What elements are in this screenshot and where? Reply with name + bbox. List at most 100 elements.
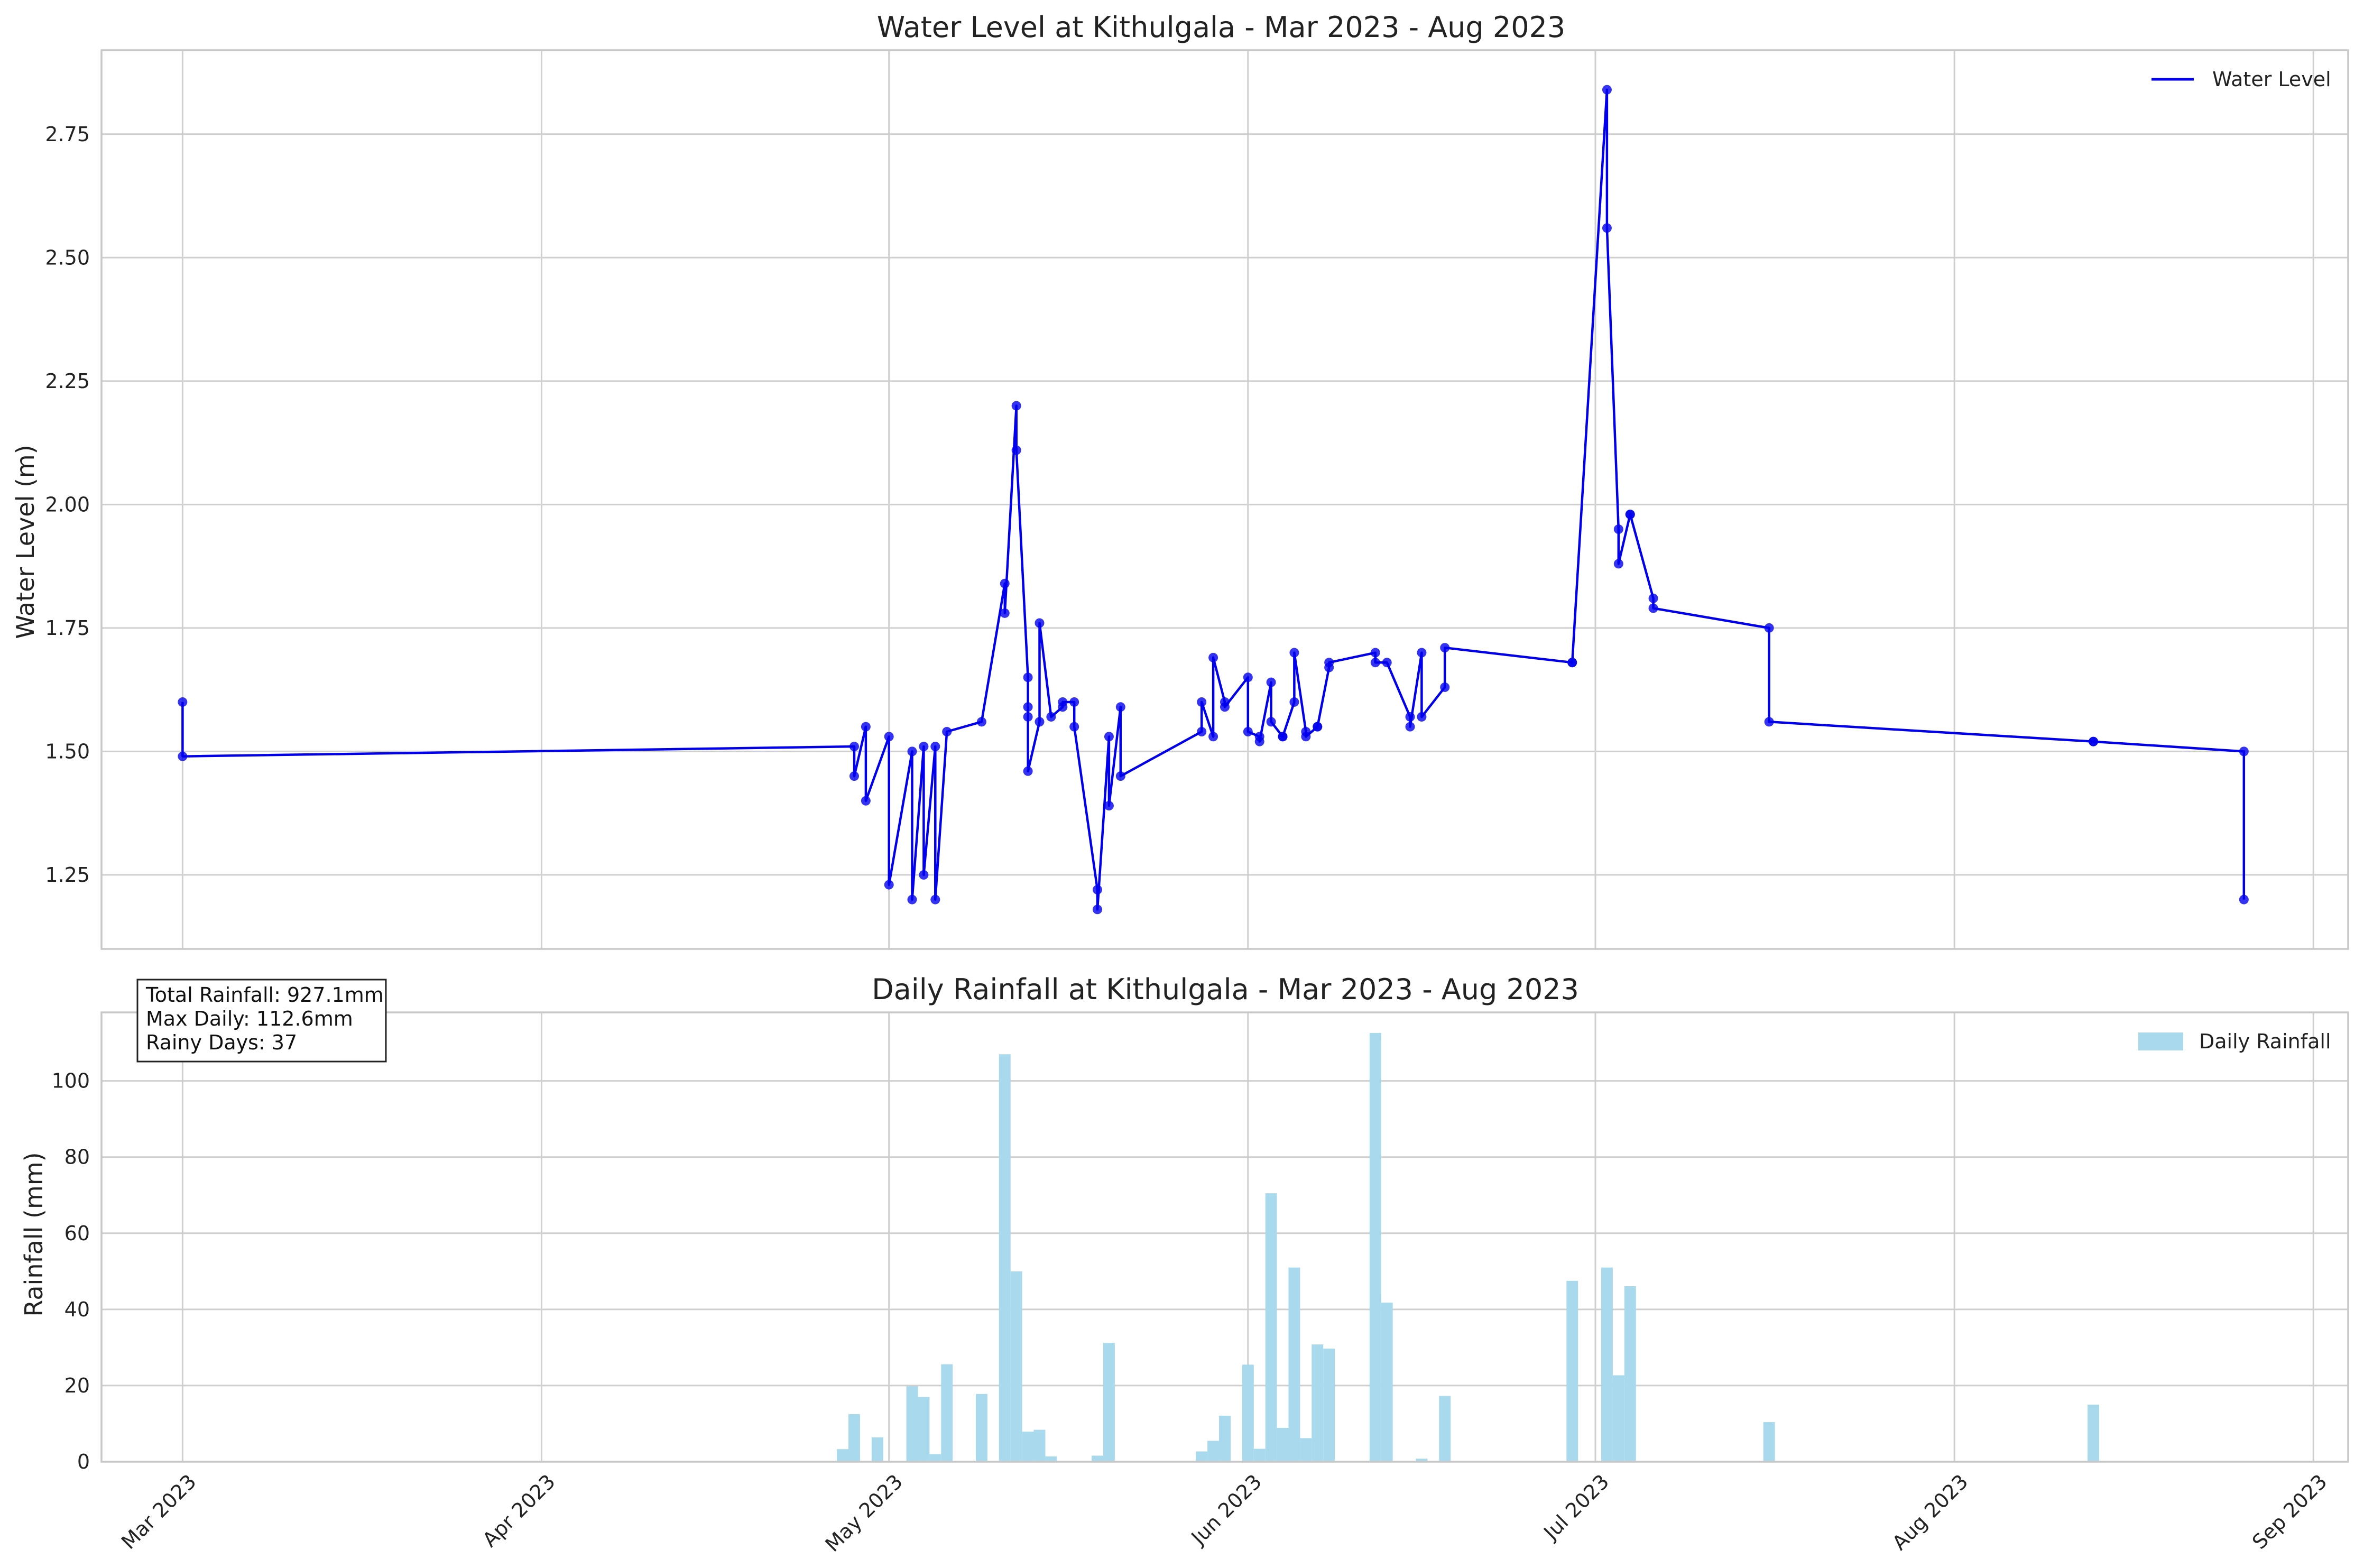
water-level-legend-label: Water Level — [2212, 68, 2331, 91]
water-level-point — [2239, 894, 2249, 905]
water-level-point — [1440, 682, 1450, 692]
rainfall-bar — [1300, 1438, 1312, 1462]
rainfall-bar — [906, 1386, 918, 1462]
water-level-point — [1289, 648, 1299, 658]
water-level-point — [1197, 697, 1207, 707]
rf-y-tick-label: 80 — [64, 1146, 90, 1169]
water-level-point — [1023, 672, 1033, 682]
water-level-point — [942, 727, 952, 737]
rainfall-bar — [1312, 1344, 1324, 1462]
rf-y-tick-label: 0 — [77, 1450, 90, 1473]
water-level-point — [1602, 85, 1612, 95]
water-level-point — [1405, 712, 1415, 722]
rainfall-bar — [1033, 1429, 1046, 1462]
water-level-point — [849, 742, 859, 752]
rainfall-bar — [1242, 1364, 1254, 1462]
rainfall-bar — [1010, 1271, 1022, 1462]
water-level-point — [1382, 658, 1392, 668]
water-level-point — [1023, 712, 1033, 722]
water-level-point — [1625, 510, 1635, 520]
water-level-point — [1035, 717, 1045, 727]
rainfall-bar — [1288, 1267, 1300, 1462]
wl-y-tick-label: 2.00 — [45, 493, 90, 516]
water-level-point — [1000, 608, 1010, 618]
water-level-markers — [178, 85, 2249, 915]
rainfall-bar — [848, 1414, 860, 1462]
wl-y-tick-label: 1.75 — [45, 616, 90, 640]
water-level-point — [861, 796, 871, 806]
rainfall-bar — [1207, 1441, 1220, 1462]
water-level-chart: Water Level at Kithulgala - Mar 2023 - A… — [11, 11, 2349, 950]
rainfall-bar — [1103, 1343, 1115, 1462]
water-level-point — [1104, 732, 1114, 742]
water-level-point — [1648, 593, 1658, 603]
water-level-point — [1069, 697, 1079, 707]
rainfall-bar — [1196, 1451, 1208, 1462]
rainfall-bar — [2088, 1404, 2099, 1462]
rainfall-plot-frame — [100, 1011, 2349, 1463]
wl-y-tick-label: 1.50 — [45, 740, 90, 763]
rainfall-bar — [941, 1364, 953, 1462]
rainfall-chart-title: Daily Rainfall at Kithulgala - Mar 2023 … — [872, 973, 1579, 1006]
water-level-point — [1567, 658, 1577, 668]
rf-y-tick-label: 20 — [64, 1374, 90, 1397]
water-level-point — [1764, 623, 1774, 633]
rainfall-bar — [918, 1397, 930, 1462]
rainfall-bar — [1277, 1427, 1289, 1462]
water-level-point — [1266, 677, 1276, 687]
rainfall-bar — [1416, 1459, 1428, 1462]
wl-y-tick-label: 2.75 — [45, 123, 90, 146]
water-level-point — [976, 717, 986, 727]
water-level-legend: Water Level — [2151, 68, 2331, 91]
rainfall-bar — [1381, 1302, 1393, 1462]
rainfall-bar — [1219, 1415, 1231, 1462]
rainfall-bar — [1369, 1032, 1381, 1462]
rainfall-bar — [1566, 1280, 1578, 1462]
rainfall-bar — [1265, 1193, 1277, 1462]
rainfall-bar — [1439, 1396, 1451, 1462]
stats-max-daily: Max Daily: 112.6mm — [146, 1007, 353, 1030]
wl-y-tick-label: 2.50 — [45, 246, 90, 269]
rainfall-bar — [1253, 1449, 1266, 1462]
rainfall-bar — [1601, 1267, 1613, 1462]
stats-total-rainfall: Total Rainfall: 927.1mm — [145, 983, 384, 1007]
water-level-point — [1093, 884, 1103, 894]
rainfall-legend-swatch — [2138, 1032, 2183, 1050]
water-level-point — [1405, 722, 1415, 732]
water-level-point — [1764, 717, 1774, 727]
rainfall-bar — [929, 1454, 941, 1462]
water-level-point — [1104, 801, 1114, 811]
water-level-point — [2239, 746, 2249, 757]
water-level-point — [178, 751, 188, 761]
water-level-chart-title: Water Level at Kithulgala - Mar 2023 - A… — [877, 11, 1566, 44]
water-level-point — [1440, 643, 1450, 653]
water-level-point — [884, 732, 894, 742]
stats-rainy-days: Rainy Days: 37 — [146, 1031, 297, 1054]
water-level-grid — [101, 50, 2348, 949]
water-level-point — [1011, 401, 1021, 411]
water-level-point — [1243, 727, 1253, 737]
water-level-point — [907, 894, 917, 905]
water-level-point — [1613, 559, 1623, 569]
water-level-point — [1011, 445, 1021, 455]
rainfall-grid — [101, 1012, 2348, 1463]
water-level-point — [1613, 524, 1623, 534]
water-level-point — [849, 771, 859, 781]
rainfall-bar — [1612, 1375, 1624, 1462]
rainfall-bar — [975, 1394, 987, 1462]
rainfall-stats-frame — [136, 979, 387, 1063]
water-level-point — [1313, 722, 1323, 732]
water-level-point — [2089, 736, 2099, 746]
water-level-point — [907, 746, 917, 757]
water-level-point — [1243, 672, 1253, 682]
rainfall-stats-box: Total Rainfall: 927.1mm Max Daily: 112.6… — [136, 979, 387, 1063]
water-level-point — [1197, 727, 1207, 737]
rainfall-bar — [1045, 1456, 1057, 1462]
wl-y-tick-label: 2.25 — [45, 370, 90, 393]
water-level-point — [1370, 648, 1380, 658]
water-level-point — [1023, 702, 1033, 712]
water-level-point — [919, 870, 929, 880]
water-level-point — [1289, 697, 1299, 707]
water-level-point — [1115, 702, 1125, 712]
water-level-point — [1417, 712, 1427, 722]
